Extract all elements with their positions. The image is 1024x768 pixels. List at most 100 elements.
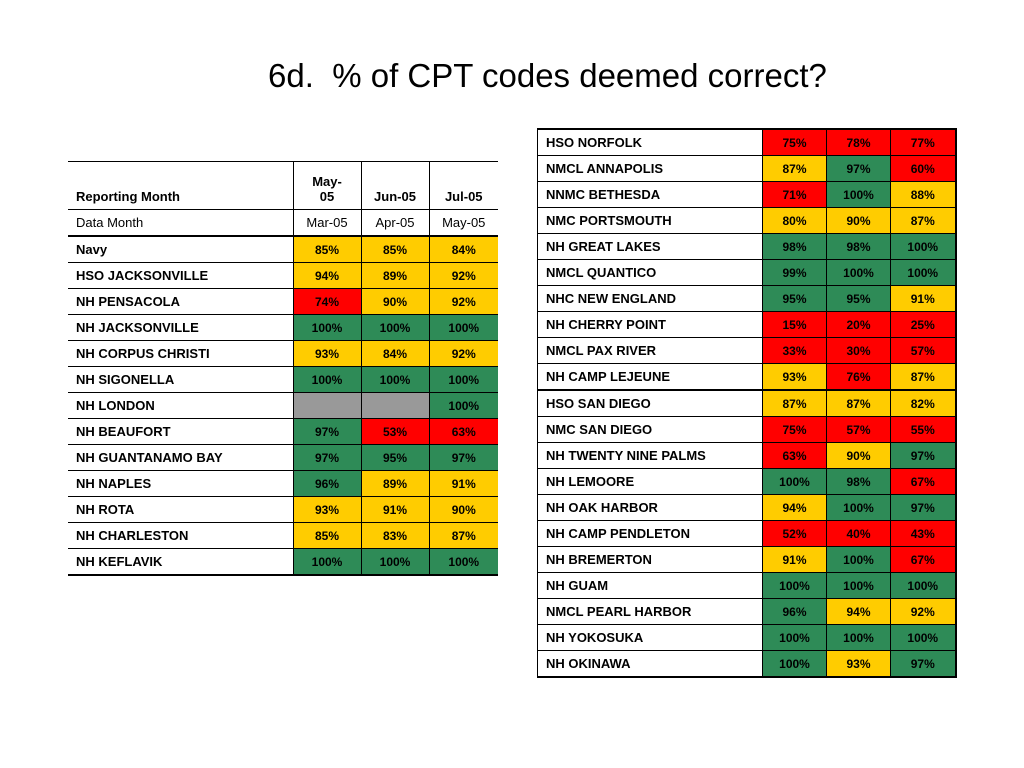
percent-cell: 100% xyxy=(890,259,957,286)
percent-cell: 100% xyxy=(429,392,498,419)
facility-name: NMCL PEARL HARBOR xyxy=(537,598,763,625)
percent-cell: 94% xyxy=(293,262,362,289)
facility-name: NH OKINAWA xyxy=(537,650,763,678)
percent-cell: 67% xyxy=(890,546,957,573)
percent-cell: 82% xyxy=(890,390,957,417)
facility-name: NH TWENTY NINE PALMS xyxy=(537,442,763,469)
percent-cell: 84% xyxy=(429,236,498,263)
percent-cell: 93% xyxy=(762,363,827,391)
facility-name: NH CHERRY POINT xyxy=(537,311,763,338)
percent-cell: 100% xyxy=(826,546,891,573)
header-col-1: May-05 xyxy=(293,161,362,210)
percent-cell: 92% xyxy=(429,288,498,315)
facility-name: NMCL QUANTICO xyxy=(537,259,763,286)
percent-cell: 100% xyxy=(890,624,957,651)
table-row-nh-london: NH LONDON 100% xyxy=(68,392,498,419)
percent-cell: 100% xyxy=(762,572,827,599)
table-row-nmc-san-diego: NMC SAN DIEGO 75% 57% 55% xyxy=(537,416,957,443)
percent-cell: 52% xyxy=(762,520,827,547)
percent-cell: 97% xyxy=(429,444,498,471)
data-month-col-1: Mar-05 xyxy=(293,209,362,237)
table-row-nh-corpus-christi: NH CORPUS CHRISTI 93% 84% 92% xyxy=(68,340,498,367)
percent-cell: 87% xyxy=(762,155,827,182)
table-row-nmcl-annapolis: NMCL ANNAPOLIS 87% 97% 60% xyxy=(537,155,957,182)
table-row-hso-san-diego: HSO SAN DIEGO 87% 87% 82% xyxy=(537,390,957,417)
percent-cell: 97% xyxy=(890,494,957,521)
percent-cell: 93% xyxy=(826,650,891,678)
percent-cell: 100% xyxy=(361,366,430,393)
percent-cell: 91% xyxy=(762,546,827,573)
table-row-nhc-new-england: NHC NEW ENGLAND 95% 95% 91% xyxy=(537,285,957,312)
percent-cell: 100% xyxy=(826,624,891,651)
percent-cell: 93% xyxy=(293,496,362,523)
percent-cell: 80% xyxy=(762,207,827,234)
table-row-nnmc-bethesda: NNMC BETHESDA 71% 100% 88% xyxy=(537,181,957,208)
data-month-label: Data Month xyxy=(68,209,294,237)
percent-cell: 100% xyxy=(762,650,827,678)
percent-cell: 71% xyxy=(762,181,827,208)
facility-name: HSO NORFOLK xyxy=(537,129,763,156)
facility-name: NMC SAN DIEGO xyxy=(537,416,763,443)
percent-cell: 100% xyxy=(293,548,362,576)
percent-cell xyxy=(293,392,362,419)
header-col-2: Jun-05 xyxy=(361,161,430,210)
percent-cell: 100% xyxy=(826,259,891,286)
percent-cell: 90% xyxy=(429,496,498,523)
facility-name: NH CORPUS CHRISTI xyxy=(68,340,294,367)
percent-cell: 67% xyxy=(890,468,957,495)
percent-cell: 76% xyxy=(826,363,891,391)
percent-cell: 85% xyxy=(293,522,362,549)
percent-cell: 95% xyxy=(826,285,891,312)
percent-cell: 75% xyxy=(762,416,827,443)
facility-name: NMC PORTSMOUTH xyxy=(537,207,763,234)
table-row-nh-okinawa: NH OKINAWA 100% 93% 97% xyxy=(537,650,957,678)
facility-name: NH GUAM xyxy=(537,572,763,599)
percent-cell: 84% xyxy=(361,340,430,367)
facility-name: NNMC BETHESDA xyxy=(537,181,763,208)
percent-cell: 74% xyxy=(293,288,362,315)
percent-cell: 20% xyxy=(826,311,891,338)
percent-cell: 99% xyxy=(762,259,827,286)
percent-cell: 98% xyxy=(826,468,891,495)
facility-name: NH LONDON xyxy=(68,392,294,419)
percent-cell: 93% xyxy=(293,340,362,367)
percent-cell: 100% xyxy=(293,366,362,393)
percent-cell: 97% xyxy=(890,650,957,678)
percent-cell: 97% xyxy=(293,418,362,445)
percent-cell: 53% xyxy=(361,418,430,445)
percent-cell: 92% xyxy=(890,598,957,625)
slide-title: 6d. % of CPT codes deemed correct? xyxy=(268,57,827,94)
percent-cell: 88% xyxy=(890,181,957,208)
table-row-nmcl-pearl-harbor: NMCL PEARL HARBOR 96% 94% 92% xyxy=(537,598,957,625)
facility-name: NH OAK HARBOR xyxy=(537,494,763,521)
percent-cell: 87% xyxy=(890,363,957,391)
facility-name: NHC NEW ENGLAND xyxy=(537,285,763,312)
percent-cell: 100% xyxy=(361,548,430,576)
table-row-navy: Navy 85% 85% 84% xyxy=(68,236,498,263)
percent-cell: 100% xyxy=(826,494,891,521)
facility-name: NH BREMERTON xyxy=(537,546,763,573)
percent-cell: 92% xyxy=(429,340,498,367)
table-row-hso-jacksonville: HSO JACKSONVILLE 94% 89% 92% xyxy=(68,262,498,289)
reporting-month-header-row: Reporting Month May-05 Jun-05 Jul-05 xyxy=(68,161,498,210)
percent-cell: 89% xyxy=(361,262,430,289)
percent-cell xyxy=(361,392,430,419)
table-row-nh-great-lakes: NH GREAT LAKES 98% 98% 100% xyxy=(537,233,957,260)
table-row-hso-norfolk: HSO NORFOLK 75% 78% 77% xyxy=(537,129,957,156)
facility-name: HSO JACKSONVILLE xyxy=(68,262,294,289)
percent-cell: 100% xyxy=(762,468,827,495)
percent-cell: 33% xyxy=(762,337,827,364)
table-row-nmc-portsmouth: NMC PORTSMOUTH 80% 90% 87% xyxy=(537,207,957,234)
left-compliance-table: Reporting Month May-05 Jun-05 Jul-05 Dat… xyxy=(68,161,498,576)
facility-name: NH YOKOSUKA xyxy=(537,624,763,651)
percent-cell: 87% xyxy=(429,522,498,549)
table-row-nh-sigonella: NH SIGONELLA 100% 100% 100% xyxy=(68,366,498,393)
percent-cell: 77% xyxy=(890,129,957,156)
percent-cell: 100% xyxy=(890,233,957,260)
percent-cell: 15% xyxy=(762,311,827,338)
facility-name: NH CHARLESTON xyxy=(68,522,294,549)
percent-cell: 95% xyxy=(762,285,827,312)
table-row-nh-camp-lejeune: NH CAMP LEJEUNE 93% 76% 87% xyxy=(537,363,957,391)
percent-cell: 87% xyxy=(826,390,891,417)
facility-name: NH SIGONELLA xyxy=(68,366,294,393)
